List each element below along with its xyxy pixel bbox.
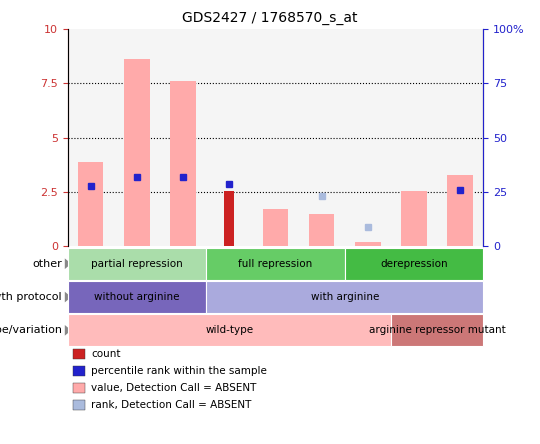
- Bar: [262, 210, 288, 246]
- Text: genotype/variation: genotype/variation: [0, 325, 62, 335]
- Text: with arginine: with arginine: [310, 292, 379, 302]
- Bar: [448, 174, 473, 246]
- Text: value, Detection Call = ABSENT: value, Detection Call = ABSENT: [91, 383, 256, 393]
- Bar: [355, 242, 381, 246]
- Text: partial repression: partial repression: [91, 259, 183, 269]
- Text: growth protocol: growth protocol: [0, 292, 62, 302]
- Bar: [401, 191, 427, 246]
- Bar: [170, 81, 195, 246]
- Text: percentile rank within the sample: percentile rank within the sample: [91, 366, 267, 376]
- Text: wild-type: wild-type: [205, 325, 253, 335]
- Text: full repression: full repression: [238, 259, 313, 269]
- Text: arginine repressor mutant: arginine repressor mutant: [369, 325, 505, 335]
- Bar: [309, 214, 334, 246]
- Text: derepression: derepression: [380, 259, 448, 269]
- Text: GDS2427 / 1768570_s_at: GDS2427 / 1768570_s_at: [183, 11, 357, 25]
- Text: count: count: [91, 349, 121, 359]
- Bar: [78, 162, 103, 246]
- Text: without arginine: without arginine: [94, 292, 179, 302]
- Text: rank, Detection Call = ABSENT: rank, Detection Call = ABSENT: [91, 400, 252, 410]
- Bar: [224, 191, 234, 246]
- Text: other: other: [32, 259, 62, 269]
- Bar: [124, 59, 150, 246]
